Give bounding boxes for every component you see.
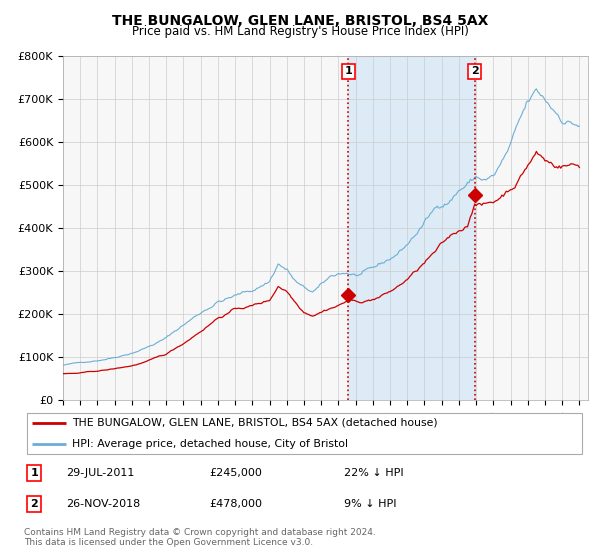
Text: THE BUNGALOW, GLEN LANE, BRISTOL, BS4 5AX: THE BUNGALOW, GLEN LANE, BRISTOL, BS4 5A…	[112, 14, 488, 28]
Text: 22% ↓ HPI: 22% ↓ HPI	[344, 468, 403, 478]
Text: 2: 2	[471, 66, 479, 76]
FancyBboxPatch shape	[27, 413, 582, 454]
Bar	[349, 56, 475, 400]
Text: Price paid vs. HM Land Registry's House Price Index (HPI): Price paid vs. HM Land Registry's House …	[131, 25, 469, 38]
Text: 1: 1	[344, 66, 352, 76]
Text: 2: 2	[30, 500, 38, 509]
Text: THE BUNGALOW, GLEN LANE, BRISTOL, BS4 5AX (detached house): THE BUNGALOW, GLEN LANE, BRISTOL, BS4 5A…	[71, 418, 437, 428]
Text: £478,000: £478,000	[209, 500, 262, 509]
Text: 9% ↓ HPI: 9% ↓ HPI	[344, 500, 396, 509]
Text: 29-JUL-2011: 29-JUL-2011	[66, 468, 134, 478]
Text: £245,000: £245,000	[209, 468, 262, 478]
Text: 26-NOV-2018: 26-NOV-2018	[66, 500, 140, 509]
Text: 1: 1	[30, 468, 38, 478]
Text: HPI: Average price, detached house, City of Bristol: HPI: Average price, detached house, City…	[71, 439, 347, 449]
Text: Contains HM Land Registry data © Crown copyright and database right 2024.
This d: Contains HM Land Registry data © Crown c…	[24, 528, 376, 547]
